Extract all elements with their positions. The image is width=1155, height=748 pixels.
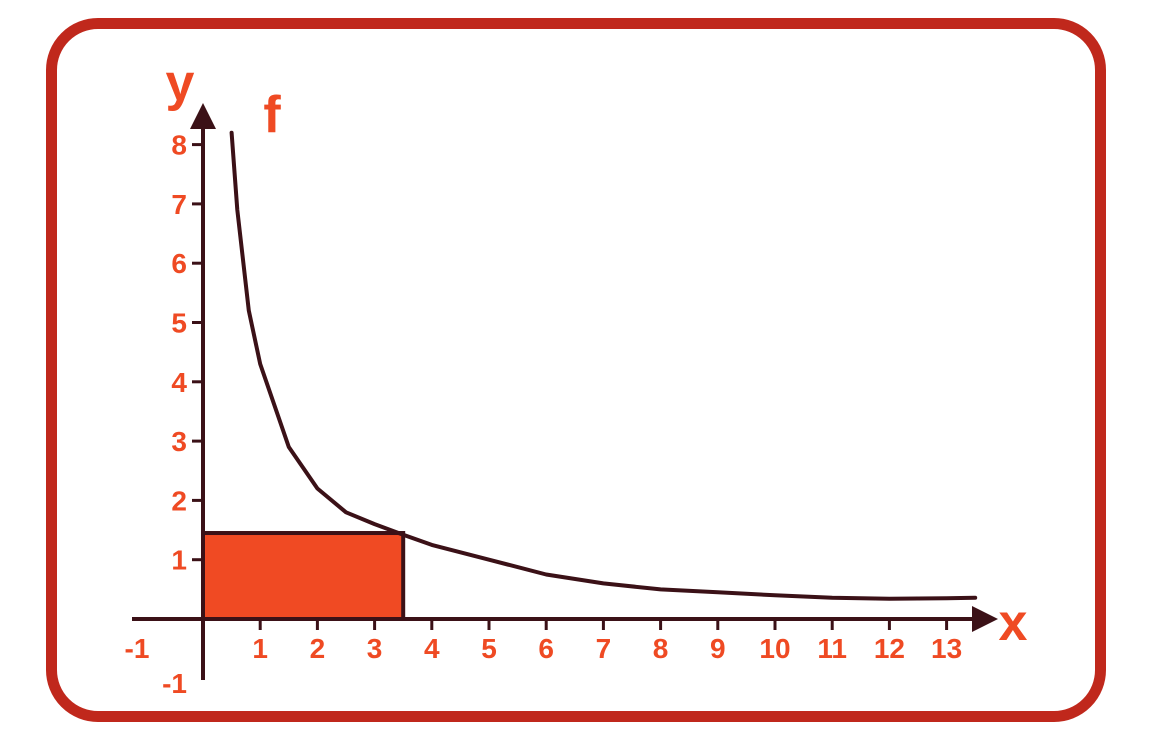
x-tick-label: 2 — [310, 633, 326, 664]
x-tick-label: 12 — [874, 633, 905, 664]
y-tick-label: -1 — [162, 668, 187, 699]
x-tick-label: 7 — [596, 633, 612, 664]
x-tick-label: 6 — [538, 633, 554, 664]
x-tick-label: 10 — [759, 633, 790, 664]
x-tick-label: 9 — [710, 633, 726, 664]
y-tick-label: 7 — [171, 189, 187, 220]
x-tick-label: 1 — [252, 633, 268, 664]
x-tick-label: 3 — [367, 633, 383, 664]
x-axis-arrow — [972, 606, 998, 632]
x-tick-label: 8 — [653, 633, 669, 664]
y-tick-label: 4 — [171, 367, 187, 398]
x-axis-label: x — [999, 594, 1028, 652]
y-axis-arrow — [190, 103, 216, 129]
y-tick-label: 6 — [171, 248, 187, 279]
y-tick-label: 3 — [171, 426, 187, 457]
highlight-rectangle — [201, 531, 406, 622]
function-label: f — [263, 86, 281, 144]
y-tick-label: 5 — [171, 308, 187, 339]
y-tick-label: 8 — [171, 130, 187, 161]
x-tick-label: 13 — [931, 633, 962, 664]
x-tick-label: 11 — [817, 633, 847, 664]
y-tick-label: 2 — [171, 485, 187, 516]
x-tick-label: 4 — [424, 633, 440, 664]
function-curve — [229, 130, 978, 601]
x-tick-label: -1 — [125, 633, 150, 664]
x-tick-label: 5 — [481, 633, 497, 664]
y-axis-label: y — [166, 54, 195, 112]
y-tick-label: 1 — [171, 545, 187, 576]
